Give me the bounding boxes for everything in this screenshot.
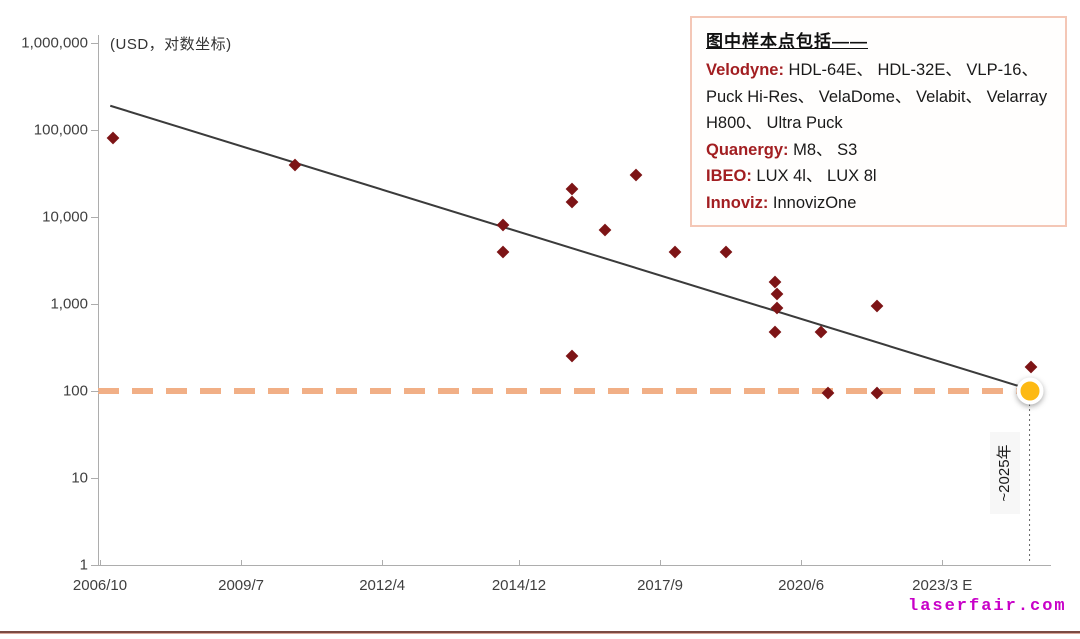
y-tick-label: 100,000: [33, 121, 88, 139]
x-tick-label: 2006/10: [72, 577, 128, 594]
axis-unit-note: (USD，对数坐标): [110, 36, 232, 53]
x-tick: [518, 560, 520, 566]
legend-entry: Velodyne: HDL-64E、 HDL-32E、 VLP-16、 Puck…: [706, 57, 1053, 137]
x-tick: [801, 560, 803, 566]
y-tick: [91, 564, 99, 566]
y-tick: [91, 216, 99, 218]
legend-brand-items: LUX 4l、 LUX 8l: [756, 167, 877, 185]
x-tick: [241, 560, 243, 566]
x-tick-label: 2012/4: [359, 577, 406, 594]
legend-brand-name: Velodyne:: [706, 61, 789, 79]
x-tick-label: 2023/3 E: [912, 577, 973, 594]
year-2025-annotation: ~2025年: [990, 432, 1020, 514]
y-tick: [91, 42, 99, 44]
legend-entry: IBEO: LUX 4l、 LUX 8l: [706, 163, 1053, 190]
legend-entry: Quanergy: M8、 S3: [706, 137, 1053, 164]
legend-brand-items: InnovizOne: [772, 193, 857, 212]
y-tick-label: 1,000,000: [21, 34, 88, 52]
legend-brand-name: Innoviz:: [706, 193, 773, 212]
x-tick-label: 2017/9: [637, 577, 683, 594]
bottom-divider: [0, 631, 1080, 634]
legend-brand-items: M8、 S3: [793, 140, 858, 159]
watermark: laserfair.com: [908, 597, 1067, 616]
y-tick: [91, 129, 99, 131]
x-tick: [660, 560, 662, 566]
x-tick-label: 2009/7: [218, 577, 265, 594]
y-tick-label: 1,000: [50, 295, 88, 313]
legend-entries: Velodyne: HDL-64E、 HDL-32E、 VLP-16、 Puck…: [706, 57, 1053, 216]
y-tick-label: 10: [71, 469, 88, 487]
y-tick: [91, 303, 99, 305]
y-tick-label: 100: [62, 382, 88, 400]
y-tick-label: 1: [79, 556, 88, 574]
x-tick: [942, 560, 944, 566]
legend-brand-items: HDL-64E、 HDL-32E、 VLP-16、 Puck Hi-Res、 V…: [706, 61, 1048, 132]
trend-line: [109, 104, 1022, 388]
highlight-point-2025: [1016, 377, 1044, 405]
y-axis-line: [98, 35, 99, 566]
y-tick-label: 10,000: [42, 208, 88, 226]
y-tick: [91, 477, 99, 479]
legend-box: 图中样本点包括—— Velodyne: HDL-64E、 HDL-32E、 VL…: [690, 16, 1067, 227]
x-tick-label: 2020/6: [778, 577, 825, 594]
legend-entry: Innoviz: InnovizOne: [706, 190, 1053, 217]
x-tick: [382, 560, 384, 566]
legend-brand-name: Quanergy:: [706, 140, 794, 159]
x-tick-label: 2014/12: [491, 577, 547, 594]
x-axis-line: [98, 565, 1051, 566]
y-tick: [91, 390, 99, 392]
legend-brand-name: IBEO:: [706, 167, 757, 185]
x-tick: [100, 560, 101, 566]
legend-title: 图中样本点包括——: [706, 32, 868, 51]
